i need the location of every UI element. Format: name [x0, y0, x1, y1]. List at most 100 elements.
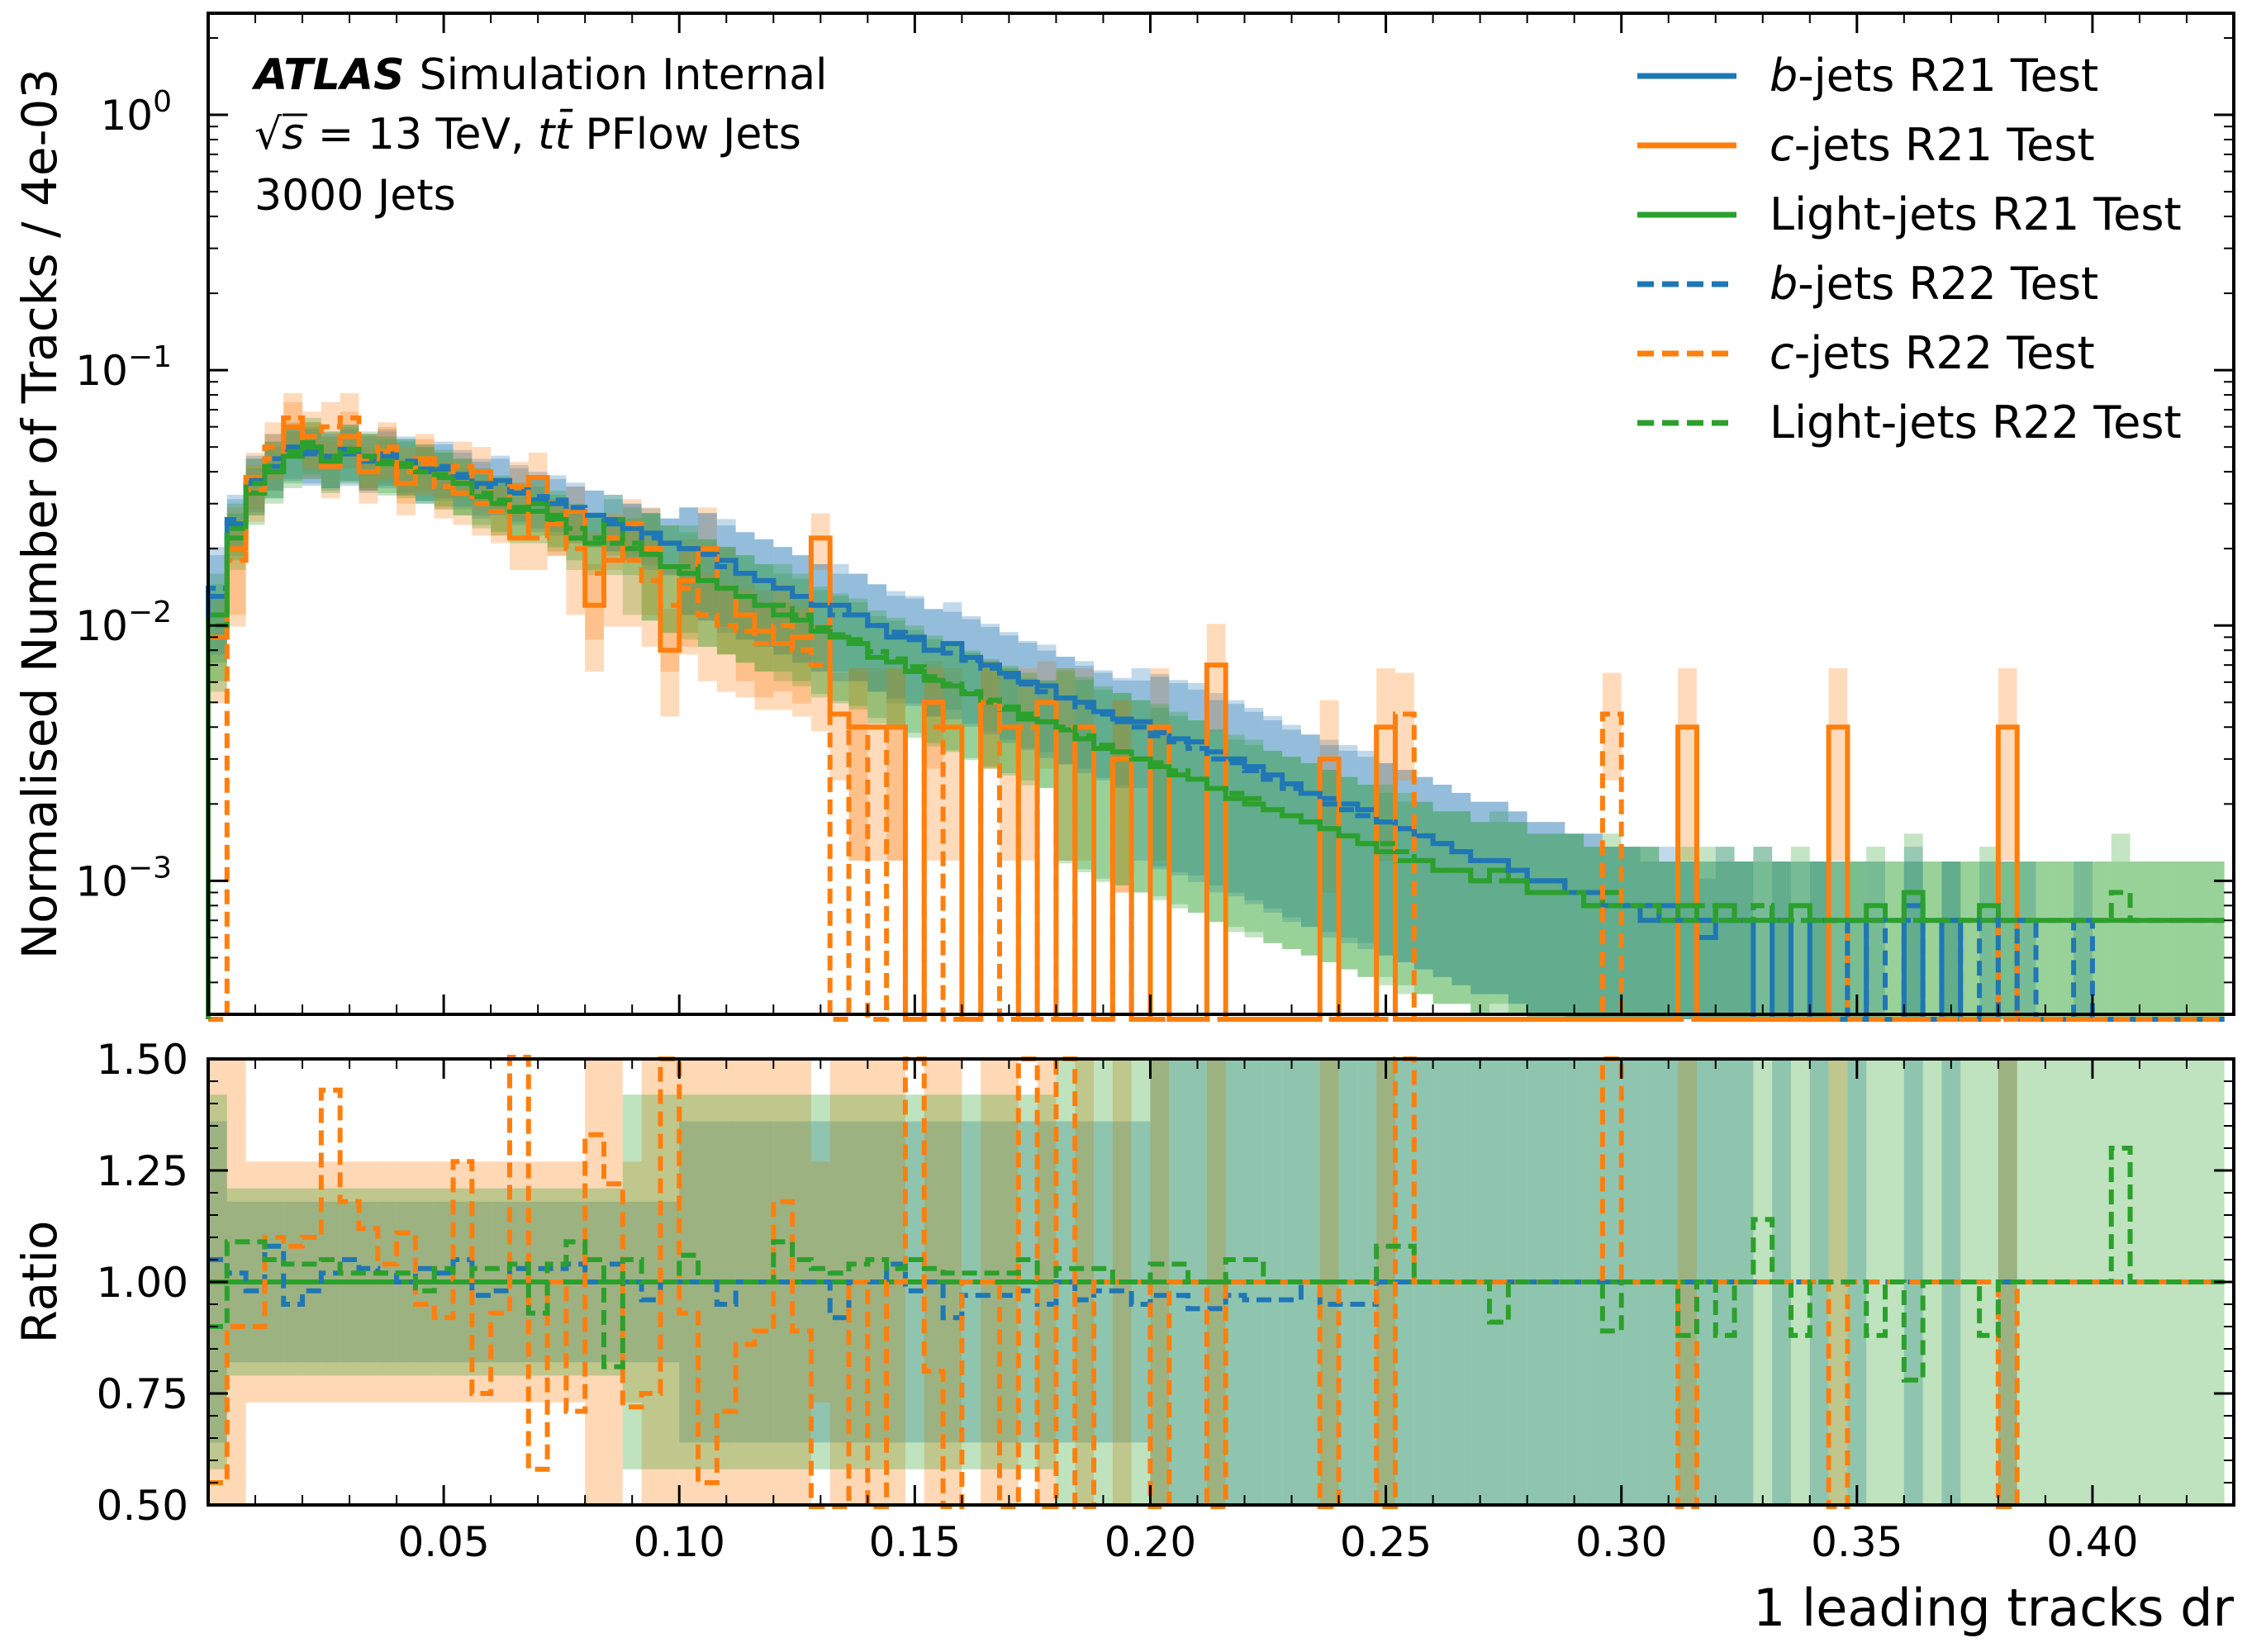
- b-jets-r22-test-band: [1357, 757, 1377, 950]
- c-jets-r21-test-band: [1206, 624, 1226, 732]
- light-jets-r22-test-band: [641, 513, 661, 621]
- b-jets-r21-test-band: [810, 563, 830, 672]
- b-jets-r22-test-band: [829, 573, 849, 681]
- light-jets-r22-test-band: [415, 447, 435, 504]
- light-jets-r21-test-band: [1338, 776, 1358, 970]
- b-jets-r22-test-band: [1056, 657, 1076, 765]
- light-jets-r21-test-band: [1828, 862, 1848, 1019]
- b-jets-r22-test-band: [1715, 862, 1735, 1019]
- light-jets-r22-test-band: [1621, 847, 1641, 1019]
- y-tick-exponent: −2: [128, 596, 172, 629]
- b-jets-r21-test-band: [1602, 847, 1622, 1019]
- b-jets-r21-test-band: [829, 563, 849, 672]
- light-jets-r22-r21-line: [208, 1146, 2225, 1383]
- legend-flavour: b: [1770, 50, 1798, 102]
- y-tick-label: 10−2: [75, 596, 172, 650]
- light-jets-r21-test-band: [1885, 862, 1904, 1019]
- light-jets-r22-test-band: [2017, 862, 2036, 1019]
- light-jets-r21-test-band: [962, 653, 981, 761]
- c-jets-r21-test-band: [1678, 668, 1697, 861]
- c-jets-r21-test-band: [981, 661, 1000, 769]
- b-jets-r21-test-band: [1678, 862, 1697, 1019]
- ratio-y-tick-label: 0.75: [97, 1370, 188, 1418]
- b-jets-r22-test-band: [1300, 734, 1320, 928]
- x-tick-label: 0.05: [397, 1518, 489, 1566]
- light-jets-r22-test-band: [1903, 862, 1923, 1019]
- light-jets-r21-test-band: [792, 578, 811, 686]
- b-jets-r22-test-band: [1659, 862, 1679, 1019]
- c-jets-r21-test-band: [226, 507, 246, 615]
- light-jets-r21-test-band: [867, 615, 887, 724]
- b-jets-r21-test-band: [585, 490, 604, 548]
- c-jets-r22-test-band: [886, 668, 905, 861]
- c-jets-r21-test-band: [1998, 668, 2017, 861]
- jets-count: 3000 Jets: [254, 171, 456, 221]
- light-jets-r21-test-band: [1696, 862, 1716, 1019]
- light-jets-r22-test-band: [1772, 862, 1791, 1019]
- light-jets-r22-test-band: [1565, 833, 1584, 1019]
- light-jets-r21-test-band: [1056, 671, 1076, 864]
- light-jets-r22-test-band: [1508, 822, 1527, 1014]
- c-jets-r21-test-band: [1376, 668, 1395, 861]
- b-jets-r22-test-band: [1508, 811, 1527, 1004]
- light-jets-r22-test-band: [2130, 862, 2150, 1019]
- b-jets-r21-test-band: [848, 573, 868, 681]
- light-jets-r22-test-band: [1527, 833, 1546, 1019]
- light-jets-r21-test-band: [1621, 847, 1641, 1019]
- light-jets-r22-test-band: [1394, 792, 1414, 985]
- light-jets-r22-test-band: [905, 625, 924, 733]
- y-tick-exponent: 0: [153, 85, 172, 119]
- light-jets-r22-test-band: [1979, 862, 1998, 1019]
- b-jets-r22-test-band: [1602, 847, 1622, 1019]
- b-jets-r22-test-band: [1790, 862, 1810, 1019]
- main-plot-frame: [207, 12, 2235, 1016]
- y-tick-exponent: −1: [128, 340, 172, 374]
- c-jets-r21-test-band: [829, 672, 849, 781]
- atlas-label-block: ATLAS Simulation Internal √s = 13 TeV, tt…: [251, 50, 828, 221]
- light-jets-r22-test-band: [1282, 757, 1301, 950]
- b-jets-r22-test-band: [999, 635, 1019, 743]
- b-jets-r22-test-band: [1319, 745, 1339, 938]
- light-jets-r22-test-band: [1640, 847, 1660, 1019]
- legend-label-b-jets-r22-test: b-jets R22 Test: [1770, 258, 2098, 310]
- b-jets-r21-test-band: [1998, 862, 2017, 1019]
- light-jets-r22-test-band: [1056, 668, 1076, 861]
- ratio-y-tick-label: 1.50: [97, 1036, 188, 1084]
- light-jets-r22-test-band: [1094, 686, 1113, 879]
- c-jets-r21-test-band: [603, 519, 623, 627]
- light-jets-r22-test-band: [1941, 862, 1961, 1019]
- b-jets-r22-test-band: [716, 525, 736, 634]
- b-jets-r22-r21-line: [208, 1243, 2225, 1321]
- b-jets-r21-test-band: [1734, 862, 1754, 1019]
- c-jets-r21-test-band: [810, 513, 830, 571]
- b-jets-r22-test-band: [1206, 700, 1226, 893]
- ratio-y-tick-label: 0.50: [97, 1482, 188, 1530]
- y-tick-label: 100: [100, 85, 172, 140]
- light-jets-r22-test-band: [1470, 822, 1490, 1014]
- light-jets-r22-test-band: [1413, 801, 1433, 995]
- c-jets-r21-test-band: [773, 602, 793, 710]
- b-jets-r21-test-band: [1338, 745, 1358, 938]
- b-jets-r21-test-band: [754, 539, 774, 648]
- light-jets-r22-test-band: [2036, 862, 2055, 1019]
- light-jets-r22-test-band: [1319, 770, 1339, 962]
- b-jets-r21-test-band: [1056, 657, 1076, 765]
- light-jets-r22-test-band: [2168, 862, 2187, 1019]
- legend-text: Light-jets R22 Test: [1770, 396, 2182, 449]
- energy-ttbar: tt̄: [538, 109, 573, 159]
- light-jets-r22-test-band: [2149, 862, 2169, 1019]
- b-jets-r21-test-band: [1659, 847, 1679, 1019]
- light-jets-r22-test-band: [1300, 762, 1320, 956]
- legend-text: -jets R21 Test: [1794, 119, 2095, 171]
- light-jets-r22-test-band: [943, 643, 962, 751]
- b-jets-r22-test-band: [1094, 672, 1113, 781]
- b-jets-r21-test-band: [1903, 847, 1923, 1019]
- b-jets-r22-test-band: [1565, 833, 1584, 1019]
- light-jets-r22-test-band: [1225, 734, 1245, 928]
- c-jets-r21-test-band: [924, 661, 943, 769]
- light-jets-r21-test-band: [829, 596, 849, 704]
- energy-s: s: [282, 110, 304, 159]
- c-jets-r22-test-band: [773, 584, 793, 692]
- b-jets-r22-test-band: [1263, 720, 1283, 913]
